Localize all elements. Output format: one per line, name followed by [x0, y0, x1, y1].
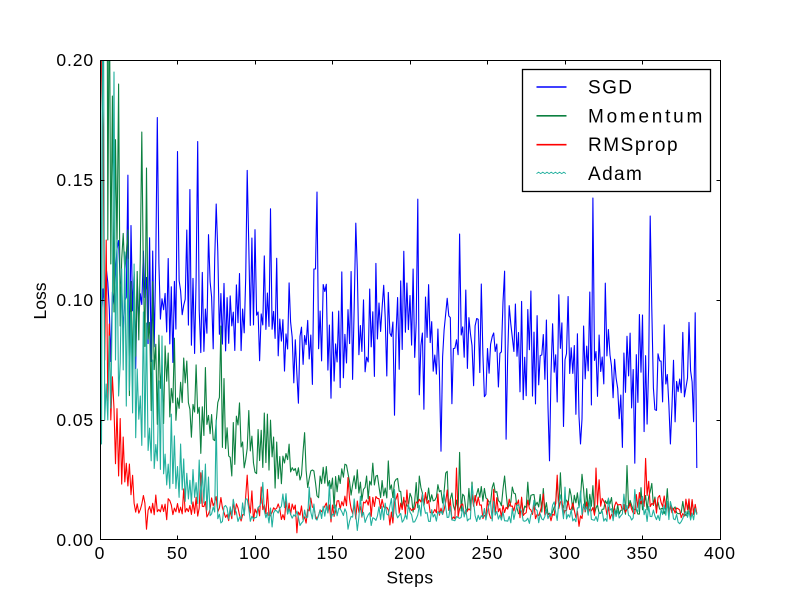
svg-text:100: 100 — [239, 543, 271, 563]
svg-text:Momentum: Momentum — [588, 106, 705, 127]
svg-text:200: 200 — [394, 543, 426, 563]
svg-text:400: 400 — [704, 543, 736, 563]
svg-text:RMSprop: RMSprop — [588, 135, 679, 156]
svg-text:Steps: Steps — [386, 568, 433, 588]
svg-text:150: 150 — [317, 543, 349, 563]
svg-text:0.15: 0.15 — [56, 170, 94, 190]
svg-text:Adam: Adam — [588, 164, 643, 185]
svg-text:0: 0 — [95, 543, 106, 563]
svg-text:SGD: SGD — [588, 78, 633, 99]
svg-text:0.10: 0.10 — [56, 290, 94, 310]
svg-text:Loss: Loss — [30, 282, 50, 319]
svg-text:350: 350 — [627, 543, 659, 563]
svg-text:250: 250 — [472, 543, 504, 563]
svg-text:50: 50 — [167, 543, 188, 563]
svg-text:300: 300 — [549, 543, 581, 563]
svg-text:0.00: 0.00 — [56, 530, 94, 550]
svg-text:0.20: 0.20 — [56, 50, 94, 70]
svg-text:0.05: 0.05 — [56, 410, 94, 430]
